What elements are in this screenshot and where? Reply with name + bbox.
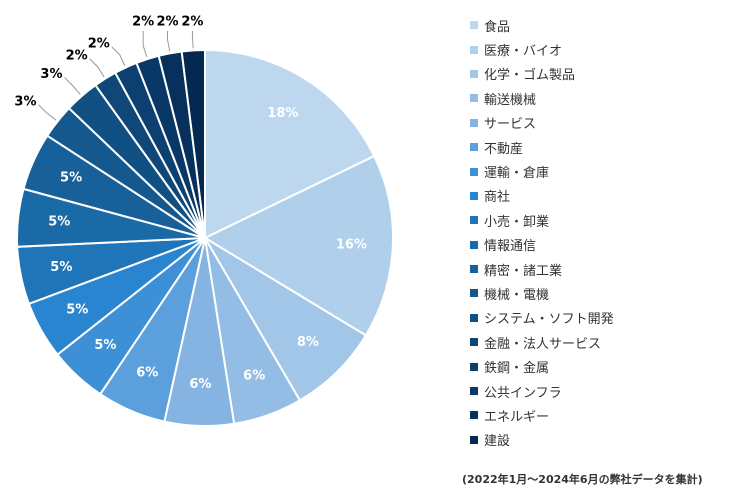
- legend-label: 鉄鋼・金属: [484, 361, 550, 377]
- legend-item: 建設: [470, 428, 732, 452]
- data-label: 5%: [48, 215, 70, 230]
- legend-label: 運輸・倉庫: [484, 166, 550, 182]
- legend-item: 機械・電機: [470, 281, 732, 305]
- legend-label: 金融・法人サービス: [484, 336, 602, 352]
- leader-line: [38, 104, 57, 121]
- data-label: 3%: [40, 67, 62, 82]
- legend-swatch: [470, 94, 478, 103]
- data-label: 2%: [156, 15, 178, 30]
- legend-item: 不動産: [470, 135, 732, 159]
- legend-swatch: [470, 69, 478, 78]
- legend-label: 情報通信: [484, 239, 537, 255]
- leader-line: [191, 31, 194, 49]
- legend-swatch: [470, 21, 478, 30]
- legend-swatch: [470, 265, 478, 274]
- data-label: 2%: [181, 15, 203, 30]
- data-label: 18%: [267, 106, 298, 121]
- data-label: 3%: [14, 94, 36, 109]
- legend-label: 機械・電機: [484, 287, 550, 303]
- data-label: 2%: [132, 15, 154, 30]
- data-label: 8%: [297, 335, 319, 350]
- legend-label: 建設: [484, 434, 511, 450]
- legend-swatch: [470, 118, 478, 127]
- pie-slice: [180, 48, 206, 239]
- data-label: 16%: [336, 237, 367, 252]
- legend-item: システム・ソフト開発: [470, 306, 732, 330]
- legend-item: 食品: [470, 13, 732, 37]
- data-label: 2%: [66, 48, 88, 63]
- legend-item: 金融・法人サービス: [470, 330, 732, 354]
- legend-item: 情報通信: [470, 233, 732, 257]
- legend-item: エネルギー: [470, 403, 732, 427]
- data-label: 6%: [243, 369, 265, 384]
- data-label: 6%: [189, 377, 211, 392]
- pie-slice: [202, 154, 394, 337]
- legend-swatch: [470, 289, 478, 298]
- leader-line: [142, 31, 148, 58]
- legend-item: 小売・卸業: [470, 208, 732, 232]
- legend-swatch: [470, 435, 478, 444]
- data-label: 5%: [60, 171, 82, 186]
- legend-swatch: [470, 45, 478, 54]
- legend-label: 商社: [484, 190, 511, 206]
- legend-swatch: [470, 240, 478, 249]
- legend-swatch: [470, 191, 478, 200]
- legend-item: 公共インフラ: [470, 379, 732, 403]
- data-label: 5%: [66, 302, 88, 317]
- legend-swatch: [470, 362, 478, 371]
- legend-label: エネルギー: [484, 409, 550, 425]
- legend-label: 化学・ゴム製品: [484, 68, 576, 84]
- legend-item: 商社: [470, 184, 732, 208]
- legend-item: 鉄鋼・金属: [470, 354, 732, 378]
- legend-label: 輸送機械: [484, 92, 537, 108]
- legend-item: 化学・ゴム製品: [470, 62, 732, 86]
- legend-label: サービス: [484, 117, 537, 133]
- legend-swatch: [470, 216, 478, 225]
- legend-label: 不動産: [484, 141, 524, 157]
- legend-swatch: [470, 338, 478, 347]
- legend-label: 公共インフラ: [484, 385, 562, 401]
- legend-item: 輸送機械: [470, 86, 732, 110]
- legend: 食品医療・バイオ 化学・ゴム製品 輸送機械サービス不動産運輸・倉庫商社小売・卸業情報…: [470, 13, 732, 452]
- data-label: 2%: [88, 36, 110, 51]
- pie-slice: [204, 48, 376, 240]
- legend-item: 運輸・倉庫: [470, 159, 732, 183]
- legend-item: サービス: [470, 111, 732, 135]
- legend-swatch: [470, 167, 478, 176]
- footnote: (2022年1月～2024年6月の弊社データを集計): [462, 473, 703, 486]
- data-label: 5%: [50, 260, 72, 275]
- leader-line: [111, 46, 126, 66]
- legend-swatch: [470, 143, 478, 152]
- legend-label: 医療・バイオ: [484, 44, 563, 60]
- legend-label: 精密・諸工業: [484, 263, 563, 279]
- legend-swatch: [470, 387, 478, 396]
- pie-slice: [204, 237, 368, 402]
- leader-line: [167, 31, 171, 52]
- legend-item: 医療・バイオ: [470, 37, 732, 61]
- leader-line: [64, 77, 81, 95]
- data-label: 5%: [94, 338, 116, 353]
- legend-label: 食品: [484, 19, 511, 35]
- data-label: 6%: [136, 365, 158, 380]
- legend-swatch: [470, 411, 478, 420]
- legend-item: 精密・諸工業: [470, 257, 732, 281]
- legend-swatch: [470, 313, 478, 322]
- legend-label: 小売・卸業: [484, 214, 550, 230]
- leader-line: [89, 58, 105, 78]
- legend-label: システム・ソフト開発: [484, 312, 614, 328]
